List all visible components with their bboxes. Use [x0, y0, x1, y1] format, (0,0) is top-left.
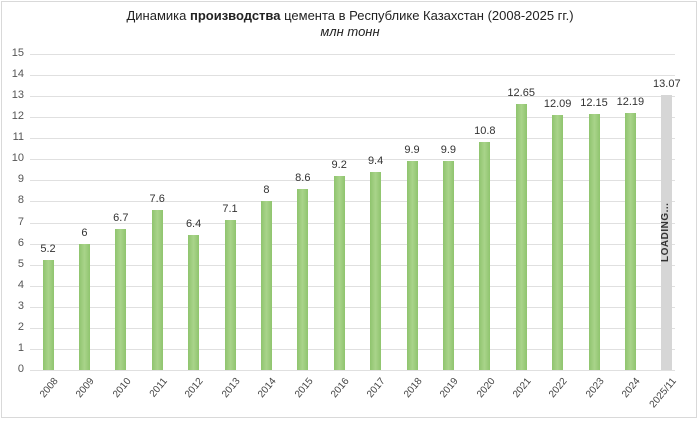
bar [588, 114, 600, 370]
value-label: 12.65 [507, 86, 535, 99]
y-tick-label: 5 [17, 258, 24, 270]
gridline [30, 96, 675, 97]
value-label: 5.2 [40, 243, 56, 256]
y-tick-label: 10 [11, 152, 24, 164]
bar [406, 161, 418, 370]
chart-subtitle: млн тонн [320, 24, 380, 39]
x-tick-label: 2011 [147, 376, 170, 400]
value-label: 12.15 [580, 97, 608, 110]
bar [151, 209, 163, 370]
gridline [30, 328, 675, 329]
gridline [30, 75, 675, 76]
gridline [30, 349, 675, 350]
bar [442, 161, 454, 370]
gridline [30, 265, 675, 266]
x-tick-label: 2025/11 [648, 376, 680, 411]
y-tick-label: 14 [11, 68, 24, 80]
y-tick-label: 1 [17, 342, 24, 354]
x-tick-label: 2024 [620, 376, 643, 401]
value-label: 8.6 [295, 171, 311, 184]
gridline [30, 201, 675, 202]
bar [188, 235, 200, 370]
bar [297, 188, 309, 370]
value-label: 12.09 [543, 98, 572, 111]
forecast-bar [661, 94, 673, 370]
value-label: 13.07 [653, 77, 681, 90]
gridline [30, 244, 675, 245]
value-label: 6 [81, 226, 88, 239]
bar [333, 176, 345, 370]
x-tick-label: 2013 [219, 376, 243, 401]
y-tick-label: 4 [17, 279, 24, 291]
y-tick-label: 0 [17, 363, 24, 375]
bar [370, 171, 382, 370]
gridline [30, 159, 675, 160]
x-tick-label: 2015 [292, 376, 316, 401]
x-tick-label: 2022 [547, 376, 571, 401]
x-tick-label: 2018 [401, 376, 425, 401]
x-tick-label: 2023 [583, 376, 607, 401]
value-label: 7.6 [149, 192, 165, 205]
x-tick-label: 2016 [328, 376, 352, 401]
x-tick-label: 2009 [74, 376, 97, 401]
y-tick-label: 8 [17, 194, 24, 206]
title-bold: производства [189, 8, 281, 23]
y-tick-label: 7 [17, 216, 24, 228]
y-tick-label: 12 [11, 110, 24, 122]
value-label: 9.4 [367, 154, 384, 167]
y-tick-label: 9 [17, 173, 24, 185]
x-tick-label: 2014 [256, 376, 279, 401]
bar [224, 220, 236, 370]
x-tick-label: 2012 [183, 376, 207, 401]
y-tick-label: 11 [12, 131, 24, 143]
bar [115, 228, 127, 370]
bar [624, 113, 636, 370]
x-tick-label: 2021 [510, 376, 534, 401]
y-tick-label: 13 [11, 89, 24, 101]
x-tick-label: 2008 [37, 376, 61, 401]
bar [515, 103, 527, 370]
title-prefix: Динамика [126, 8, 190, 23]
value-label: 9.9 [440, 144, 457, 157]
x-tick-label: 2017 [365, 376, 389, 401]
loading-annotation: LOADING... [659, 202, 671, 262]
y-tick-label: 3 [17, 300, 24, 312]
gridline [30, 117, 675, 118]
value-label: 7.1 [222, 203, 238, 216]
value-label: 8 [263, 184, 270, 197]
gridline [30, 180, 675, 181]
bar [479, 142, 491, 370]
x-tick-label: 2019 [438, 376, 461, 401]
gridline [30, 54, 675, 55]
x-tick-label: 2010 [110, 376, 134, 401]
bar [42, 260, 54, 370]
gridline [30, 138, 675, 139]
chart-title: Динамика производства цемента в Республи… [0, 8, 700, 23]
value-label: 10.8 [474, 125, 496, 138]
value-label: 9.9 [404, 144, 420, 157]
y-tick-label: 2 [17, 321, 24, 333]
gridline [30, 223, 675, 224]
bar [78, 243, 90, 370]
title-suffix: цемента в Республике Казахстан (2008-202… [280, 8, 574, 23]
value-label: 12.19 [616, 96, 645, 109]
value-label: 9.2 [331, 159, 347, 172]
gridline [30, 370, 675, 371]
y-tick-label: 6 [17, 237, 24, 249]
value-label: 6.7 [113, 211, 129, 224]
y-tick-label: 15 [11, 47, 24, 59]
bar [552, 115, 564, 370]
bar [260, 201, 272, 370]
gridline [30, 307, 675, 308]
value-label: 6.4 [185, 218, 202, 231]
x-tick-label: 2020 [474, 376, 498, 401]
gridline [30, 286, 675, 287]
